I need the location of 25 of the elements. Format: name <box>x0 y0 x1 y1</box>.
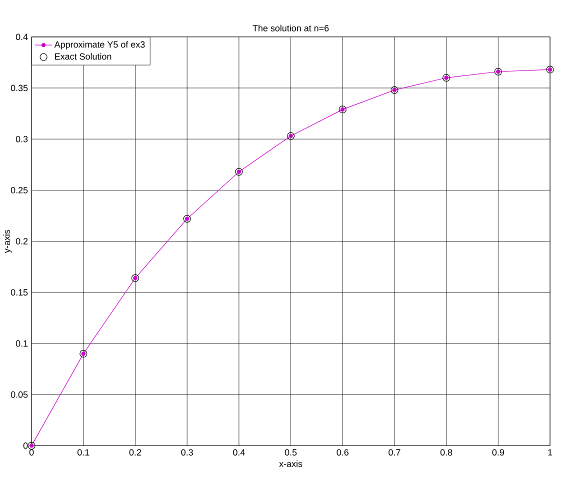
y-tick-label: 0.25 <box>10 187 28 194</box>
y-tick-label: 0.4 <box>16 34 28 40</box>
x-tick-label: 0.6 <box>336 449 348 456</box>
legend-label: Exact Solution <box>55 53 112 60</box>
x-tick-label: 0 <box>29 449 34 456</box>
x-tick-label: 0.1 <box>78 449 90 456</box>
legend-label: Approximate Y5 of ex3 <box>54 41 145 50</box>
x-tick-label: 1 <box>548 449 552 456</box>
x-tick-label: 0.4 <box>233 449 245 456</box>
x-tick-label: 0.9 <box>492 449 504 456</box>
x-tick-label: 0.8 <box>440 449 452 456</box>
y-tick-label: 0 <box>23 442 28 450</box>
x-tick-label: 0.5 <box>284 449 297 456</box>
y-tick-label: 0.15 <box>10 289 28 296</box>
x-tick-label: 0.7 <box>388 449 400 456</box>
x-tick-label: 0.2 <box>129 449 142 456</box>
y-tick-label: 0.1 <box>16 340 28 347</box>
chart-title: The solution at n=6 <box>252 24 329 32</box>
y-axis-title: y-axis <box>3 230 12 254</box>
y-tick-label: 0.3 <box>16 136 28 142</box>
y-tick-label: 0.35 <box>10 85 28 92</box>
x-tick-label: 0.3 <box>181 449 193 456</box>
x-axis-title: x-axis <box>279 460 302 468</box>
y-tick-label: 0.05 <box>10 392 28 398</box>
y-tick-label: 0.2 <box>16 238 28 245</box>
